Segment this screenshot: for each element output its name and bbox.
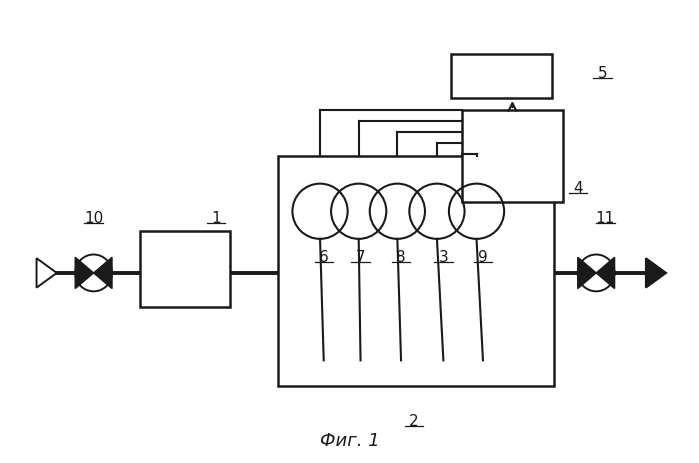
Text: 8: 8 [396, 250, 406, 265]
Text: 11: 11 [596, 211, 615, 226]
Polygon shape [596, 257, 614, 288]
Text: 9: 9 [478, 250, 488, 265]
Bar [278, 156, 554, 386]
Text: Фиг. 1: Фиг. 1 [319, 432, 380, 450]
Circle shape [578, 255, 614, 291]
Polygon shape [94, 257, 112, 288]
Polygon shape [36, 258, 57, 288]
Bar [462, 110, 563, 202]
Circle shape [75, 255, 112, 291]
Bar [451, 54, 552, 98]
Text: 5: 5 [598, 66, 607, 81]
Polygon shape [578, 257, 596, 288]
Polygon shape [75, 257, 94, 288]
Text: 2: 2 [409, 414, 419, 429]
Polygon shape [646, 258, 666, 288]
Bar [140, 232, 230, 307]
Text: 7: 7 [356, 250, 366, 265]
Text: 10: 10 [84, 211, 103, 226]
Text: 6: 6 [319, 250, 329, 265]
Text: 3: 3 [438, 250, 448, 265]
Text: 4: 4 [573, 181, 582, 196]
Text: 1: 1 [211, 211, 221, 226]
